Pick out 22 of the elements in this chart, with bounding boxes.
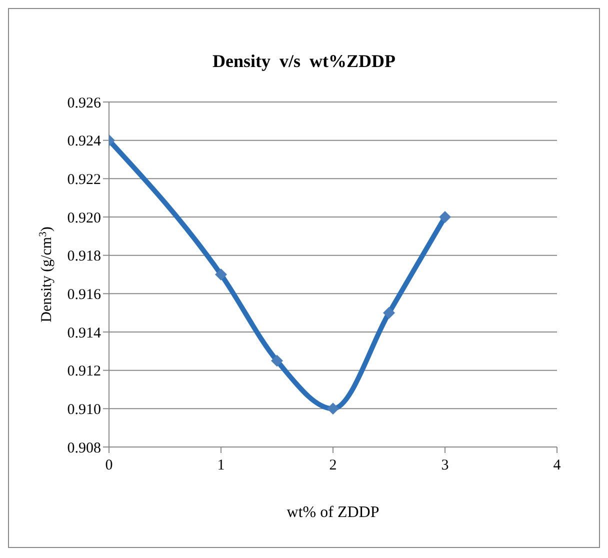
point <box>383 306 395 319</box>
point <box>215 268 227 280</box>
y-tick-label: 0.914 <box>67 325 102 342</box>
y-tick-label: 0.924 <box>67 134 102 150</box>
x-tick-label: 2 <box>329 458 337 474</box>
x-tick-label: 1 <box>217 458 225 474</box>
y-tick-label: 0.908 <box>67 440 101 456</box>
y-tick-label: 0.912 <box>67 364 101 380</box>
y-tick-label: 0.922 <box>67 172 101 188</box>
x-tick-label: 3 <box>441 458 449 474</box>
y-tick-label: 0.920 <box>67 210 101 226</box>
y-tick-label: 0.918 <box>67 248 101 265</box>
y-tick-label: 0.916 <box>67 286 102 303</box>
x-tick-label: 4 <box>553 458 562 474</box>
x-axis-title: wt% of ZDDP <box>286 504 380 521</box>
chart-title: Density v/s wt%ZDDP <box>212 51 396 72</box>
point <box>327 402 339 415</box>
y-tick-label: 0.926 <box>67 95 102 112</box>
x-tick-label: 0 <box>105 458 113 474</box>
point <box>439 211 451 223</box>
y-tick-label: 0.910 <box>67 402 101 418</box>
point <box>271 354 283 367</box>
